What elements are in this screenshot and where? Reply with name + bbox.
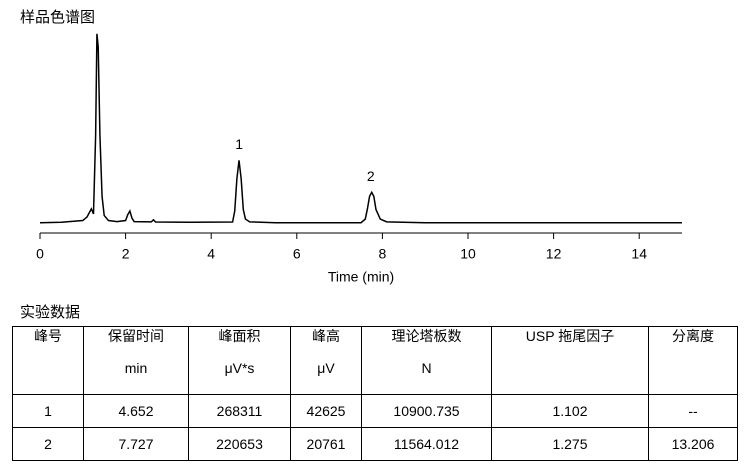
column-header: 峰面积 μV*s (188, 326, 291, 395)
column-unit: N (421, 360, 432, 376)
column-name: USP 拖尾因子 (525, 328, 615, 344)
table-cell: -- (648, 394, 738, 428)
column-name: 理论塔板数 (391, 328, 462, 344)
x-tick-label: 0 (36, 246, 44, 262)
column-header: 保留时间 min (83, 326, 189, 395)
column-header: 理论塔板数 N (361, 326, 492, 395)
column-name: 峰高 (312, 328, 340, 344)
x-tick-label: 6 (293, 246, 301, 262)
x-tick-label: 10 (460, 246, 476, 262)
column-name: 保留时间 (108, 328, 164, 344)
column-name: 分离度 (672, 328, 714, 344)
header-row: 峰号 保留时间 min 峰面积 μV*s 峰高 μV 理论塔板数 N USP 拖尾因子 分离度 (12, 326, 738, 395)
table-cell: 220653 (188, 427, 291, 461)
table-row: 2 7.727 220653 20761 11564.012 1.275 13.206 (12, 427, 738, 461)
x-tick-label: 8 (379, 246, 387, 262)
x-tick-label: 14 (631, 246, 647, 262)
table-cell: 20761 (290, 427, 362, 461)
column-header: 分离度 (648, 326, 738, 395)
table-cell: 1 (12, 394, 84, 428)
table-title: 实验数据 (20, 303, 81, 321)
table-cell: 1.102 (491, 394, 649, 428)
table-row: 1 4.652 268311 42625 10900.735 1.102 -- (12, 394, 738, 428)
x-tick-label: 2 (122, 246, 130, 262)
table-cell: 268311 (188, 394, 291, 428)
peak-label: 2 (367, 168, 375, 184)
table-cell: 13.206 (648, 427, 738, 461)
column-header: 峰高 μV (290, 326, 362, 395)
table-cell: 42625 (290, 394, 362, 428)
peak-label: 1 (235, 136, 243, 152)
x-tick-label: 12 (546, 246, 562, 262)
column-name: 峰号 (34, 328, 62, 344)
column-unit: μV (317, 360, 335, 376)
x-axis-label: Time (min) (328, 269, 394, 285)
x-tick-label: 4 (207, 246, 215, 262)
table-cell: 10900.735 (361, 394, 492, 428)
table-cell: 11564.012 (361, 427, 492, 461)
column-unit: μV*s (224, 360, 255, 376)
chromatogram-trace (39, 33, 682, 224)
table-cell: 4.652 (83, 394, 189, 428)
column-unit: min (124, 360, 148, 376)
column-header: 峰号 (12, 326, 84, 395)
table-cell: 1.275 (491, 427, 649, 461)
chart-title: 样品色谱图 (20, 8, 96, 26)
table-cell: 2 (12, 427, 84, 461)
column-header: USP 拖尾因子 (491, 326, 649, 395)
column-name: 峰面积 (218, 328, 261, 344)
table-cell: 7.727 (83, 427, 189, 461)
